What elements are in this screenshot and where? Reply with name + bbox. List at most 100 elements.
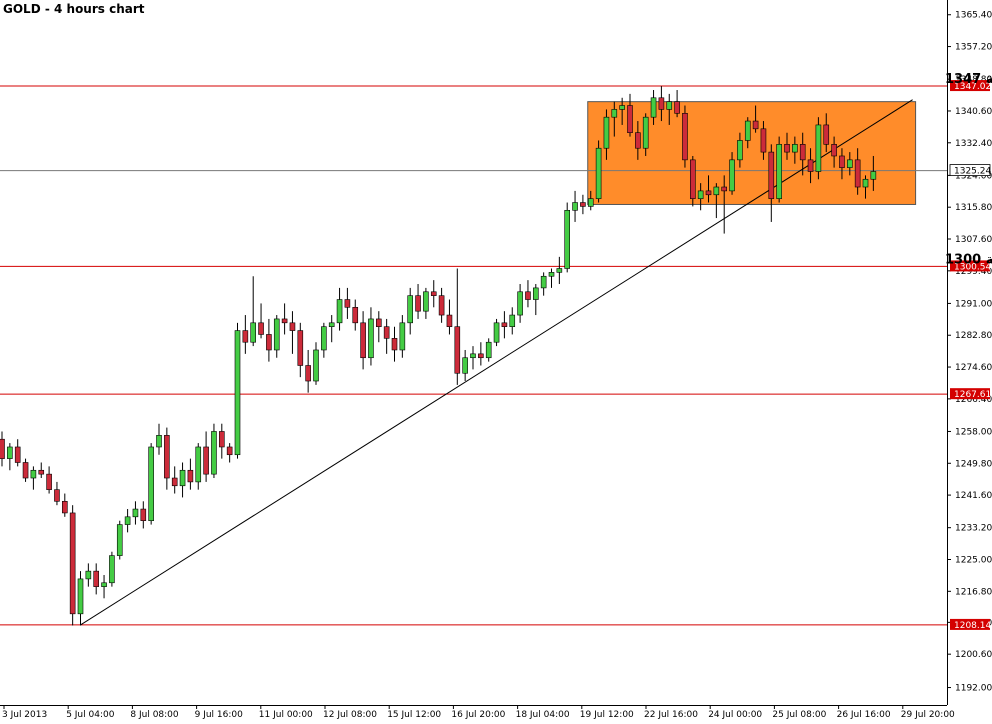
candle-21	[164, 427, 170, 490]
bear-candle-body	[823, 124, 830, 145]
x-tick-label-0: 3 Jul 2013	[2, 710, 47, 720]
candle-57	[446, 299, 453, 335]
bear-candle-body	[360, 322, 366, 359]
candles-layer	[0, 86, 877, 626]
y-tick-label-17: 1332.40	[955, 139, 992, 149]
bull-candle-body	[603, 116, 610, 149]
candle-33	[258, 303, 264, 339]
candle-74	[580, 194, 586, 215]
candle-36	[281, 303, 288, 335]
candle-17	[132, 501, 139, 525]
candle-9	[69, 505, 76, 626]
candle-28	[219, 423, 225, 459]
candle-51	[399, 315, 406, 358]
candle-52	[407, 287, 414, 335]
bull-candle-body	[7, 446, 13, 459]
candle-4	[30, 466, 37, 490]
x-tick-label-8: 18 Jul 04:00	[516, 710, 570, 720]
candle-35	[273, 315, 280, 358]
bull-candle-body	[85, 570, 92, 580]
bear-candle-body	[415, 295, 421, 312]
bear-candle-body	[93, 570, 99, 587]
bull-candle-body	[234, 330, 241, 456]
bull-candle-body	[713, 186, 720, 196]
candle-98	[768, 144, 775, 222]
x-tick-label-14: 29 Jul 20:00	[901, 710, 955, 720]
candle-30	[234, 322, 241, 459]
bull-candle-body	[493, 322, 500, 343]
bull-candle-body	[846, 159, 853, 168]
bear-candle-body	[219, 431, 225, 448]
bear-candle-body	[22, 462, 29, 479]
bull-candle-body	[509, 314, 516, 327]
bull-candle-body	[179, 469, 186, 487]
candle-61	[478, 342, 484, 366]
y-tick-label-18: 1340.60	[955, 107, 992, 117]
bear-candle-body	[289, 322, 296, 331]
bear-candle-body	[627, 105, 633, 133]
candle-80	[627, 93, 633, 137]
bull-candle-body	[30, 469, 37, 479]
candle-43	[336, 287, 343, 331]
current-price-label-box	[949, 164, 991, 176]
candle-41	[321, 322, 327, 358]
bull-candle-body	[666, 101, 673, 110]
bull-candle-body	[368, 318, 374, 359]
bull-candle-body	[548, 272, 555, 277]
bear-candle-body	[768, 151, 775, 199]
bull-candle-body	[540, 275, 547, 289]
bear-candle-body	[682, 112, 688, 161]
bear-candle-body	[242, 330, 249, 343]
bull-candle-body	[556, 268, 563, 273]
candle-27	[211, 423, 217, 479]
y-tick-label-20: 1357.20	[955, 43, 992, 53]
bear-candle-body	[383, 326, 390, 339]
bear-candle-body	[454, 326, 461, 374]
level-label-box-1	[950, 260, 990, 272]
x-tick-label-3: 9 Jul 16:00	[195, 710, 244, 720]
candle-86	[674, 90, 680, 118]
bull-candle-body	[737, 140, 743, 161]
y-tick-label-10: 1274.60	[955, 363, 992, 373]
candle-39	[305, 349, 311, 393]
candle-106	[831, 136, 837, 168]
candle-107	[839, 148, 845, 180]
y-tick-label-1: 1200.60	[955, 650, 992, 660]
bear-candle-body	[14, 446, 21, 463]
candle-90	[705, 175, 712, 203]
bear-candle-body	[171, 477, 178, 487]
y-tick-label-0: 1192.00	[955, 684, 992, 694]
y-tick-label-16: 1324.00	[955, 171, 992, 181]
y-tick-label-6: 1241.60	[955, 491, 992, 501]
y-tick-label-7: 1249.80	[955, 459, 992, 469]
y-tick-label-21: 1365.40	[955, 11, 992, 21]
bull-candle-body	[572, 202, 578, 211]
candle-14	[109, 551, 115, 587]
bull-candle-body	[611, 109, 618, 118]
candle-99	[776, 136, 782, 203]
bear-candle-body	[721, 186, 728, 192]
bull-candle-body	[109, 555, 115, 584]
y-tick-label-14: 1307.60	[955, 235, 992, 245]
bull-candle-body	[321, 326, 327, 351]
bear-candle-body	[281, 318, 288, 324]
candle-26	[203, 431, 209, 482]
candle-65	[509, 307, 516, 335]
candle-100	[784, 132, 790, 160]
bull-candle-body	[532, 287, 539, 300]
candle-18	[140, 501, 147, 529]
bear-candle-body	[164, 435, 170, 479]
bear-candle-body	[752, 120, 759, 130]
bull-candle-body	[273, 318, 280, 351]
candle-72	[564, 202, 571, 273]
candle-6	[46, 466, 52, 494]
candle-84	[658, 86, 665, 122]
bear-candle-body	[297, 330, 304, 366]
bear-candle-body	[226, 446, 233, 456]
candle-63	[493, 318, 500, 347]
y-tick-label-13: 1299.40	[955, 267, 992, 277]
bear-candle-body	[525, 291, 531, 300]
candle-13	[101, 575, 107, 599]
bull-candle-body	[729, 159, 735, 192]
